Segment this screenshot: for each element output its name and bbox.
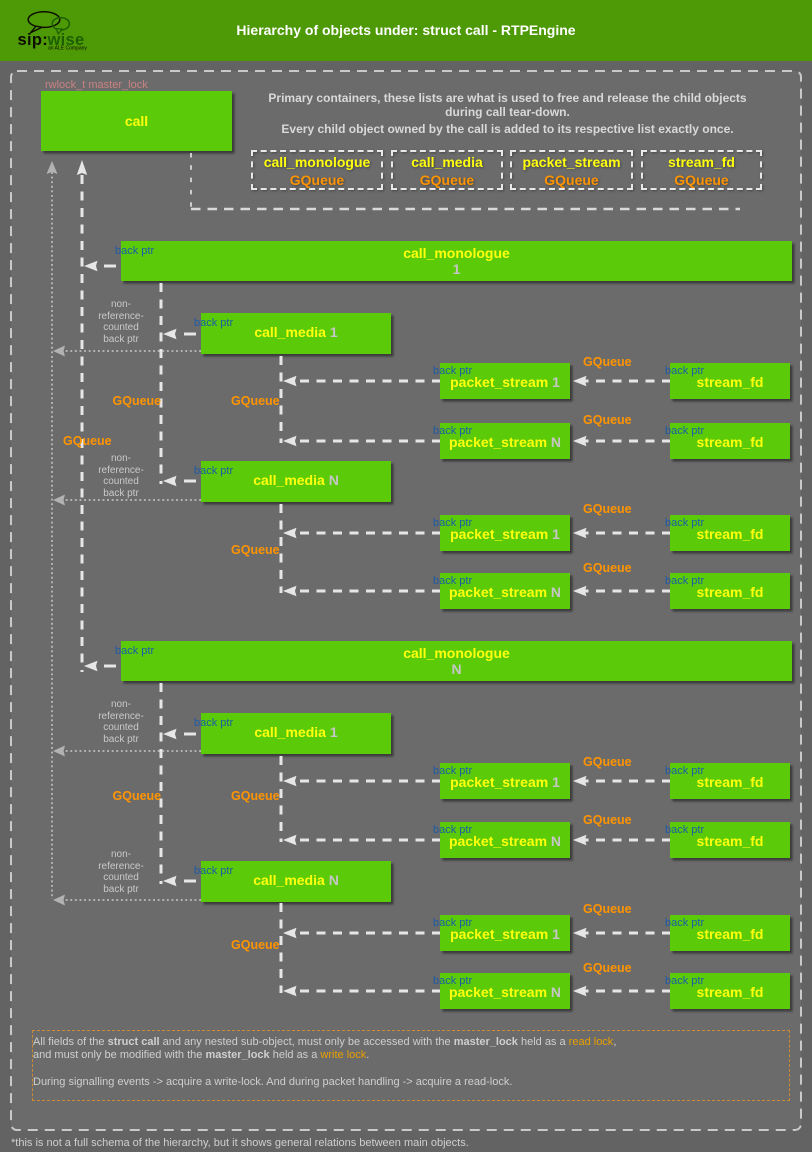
svg-text:sip:: sip:	[18, 31, 49, 49]
svg-text:wise: wise	[47, 31, 85, 49]
svg-text:an ALE Company: an ALE Company	[48, 46, 87, 52]
